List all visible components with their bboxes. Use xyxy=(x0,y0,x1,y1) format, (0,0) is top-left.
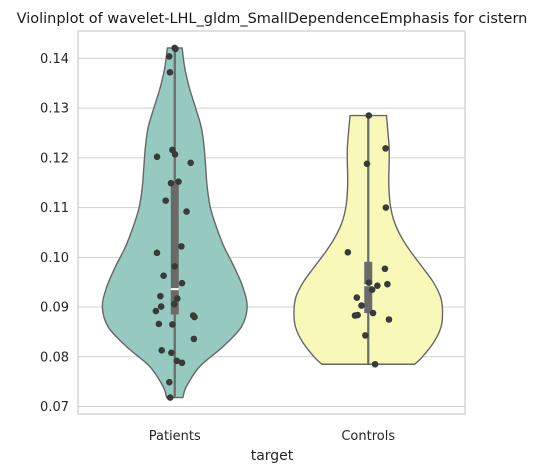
data-point xyxy=(374,282,381,289)
data-point xyxy=(362,332,369,339)
x-tick-label: Controls xyxy=(341,429,395,444)
strip-points xyxy=(152,44,393,401)
plot-frame xyxy=(77,30,466,415)
data-point xyxy=(153,249,161,257)
data-point xyxy=(152,307,160,315)
y-tick-label: 0.08 xyxy=(40,350,69,365)
data-point xyxy=(183,208,190,215)
data-point xyxy=(385,316,393,323)
data-point xyxy=(160,272,167,280)
data-point xyxy=(371,360,379,368)
data-point xyxy=(166,68,174,76)
data-point xyxy=(344,249,352,256)
y-tick-label: 0.12 xyxy=(40,151,69,166)
data-point xyxy=(178,279,186,287)
data-point xyxy=(171,262,178,270)
box-stats xyxy=(170,47,373,398)
data-point xyxy=(382,204,390,211)
data-point xyxy=(384,280,391,288)
y-tick-label: 0.11 xyxy=(40,201,69,216)
data-point xyxy=(158,347,165,354)
iqr-box-patients xyxy=(170,181,179,315)
data-point xyxy=(157,292,164,300)
data-point xyxy=(363,160,371,168)
data-point xyxy=(187,159,194,167)
data-point xyxy=(166,378,173,386)
data-point xyxy=(170,300,178,308)
data-point xyxy=(168,349,175,357)
x-tick-label: Patients xyxy=(149,429,201,444)
iqr-box-controls xyxy=(364,261,373,314)
data-point xyxy=(172,45,179,53)
y-tick-label: 0.07 xyxy=(40,400,69,415)
x-axis-ticks: Patients Controls xyxy=(149,429,396,444)
data-point xyxy=(369,309,377,317)
data-point xyxy=(173,295,181,302)
data-point xyxy=(175,178,182,186)
data-point xyxy=(381,265,389,273)
data-point xyxy=(365,112,373,119)
data-point xyxy=(162,197,169,204)
x-axis-label: target xyxy=(251,448,294,464)
data-point xyxy=(157,303,165,310)
y-tick-label: 0.09 xyxy=(40,301,69,316)
data-point xyxy=(165,53,173,60)
data-point xyxy=(178,359,186,367)
data-point xyxy=(368,286,376,293)
data-point xyxy=(358,302,365,309)
data-point xyxy=(351,312,359,319)
y-tick-label: 0.13 xyxy=(40,102,69,117)
data-point xyxy=(190,335,198,343)
data-point xyxy=(382,145,389,152)
data-point xyxy=(167,179,175,187)
data-point xyxy=(178,243,185,250)
data-point xyxy=(365,279,373,286)
data-point xyxy=(191,313,198,321)
violins xyxy=(101,47,444,399)
data-point xyxy=(169,321,176,328)
data-point xyxy=(173,357,181,365)
data-point xyxy=(155,320,163,328)
data-point xyxy=(166,394,174,401)
data-point xyxy=(171,151,179,158)
y-tick-label: 0.10 xyxy=(40,251,69,266)
data-point xyxy=(353,294,361,301)
chart-title: Violinplot of wavelet-LHL_gldm_SmallDepe… xyxy=(17,11,528,27)
y-axis-ticks: 0.07 0.08 0.09 0.10 0.11 0.12 0.13 0.14 xyxy=(40,52,69,415)
data-point xyxy=(153,153,161,161)
y-tick-label: 0.14 xyxy=(40,52,69,67)
